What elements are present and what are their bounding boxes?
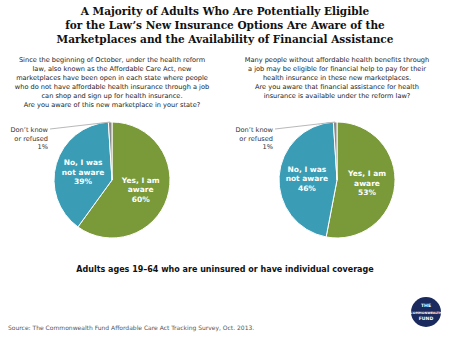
slice-label: Don’t knowor refused1% — [11, 126, 49, 151]
slice-label-line: aware — [354, 179, 380, 188]
slice-label-line: Yes, I am — [347, 169, 386, 178]
slice-label-line: aware — [128, 185, 154, 194]
pie-slice — [108, 122, 112, 180]
slice-label: Don’t knowor refused1% — [236, 126, 274, 151]
data-label: 1% — [263, 143, 273, 151]
logo-text: COMMONWEALTH — [410, 311, 442, 315]
slice-label-line: No, I was — [288, 165, 327, 174]
question-line: Many people without affordable health be… — [245, 56, 429, 64]
data-label: 46% — [298, 184, 316, 193]
pie — [54, 122, 170, 238]
slice-label-line: Don’t know — [236, 126, 274, 134]
data-label: 39% — [74, 177, 92, 186]
logo-text: FUND — [419, 316, 434, 321]
slice-label-line: or refused — [239, 135, 273, 143]
title-line: for the Law’s New Insurance Options Are … — [65, 19, 385, 31]
source: Source: The Commonwealth Fund Affordable… — [8, 324, 254, 332]
pie-slice — [54, 122, 112, 227]
question-line: marketplaces have been open in each stat… — [16, 74, 208, 82]
leader-line — [275, 122, 335, 129]
pie-slice — [333, 122, 337, 180]
question-line: Are you aware that financial assistance … — [255, 83, 419, 91]
data-label: 53% — [358, 188, 376, 197]
logo — [411, 297, 441, 327]
subtitle: Adults ages 19–64 who are uninsured or h… — [76, 265, 374, 274]
question-line: can shop and sign up for health insuranc… — [41, 92, 182, 100]
question-line: health insurance in these new marketplac… — [263, 74, 411, 82]
data-label: 1% — [38, 143, 48, 151]
question-line: Are you aware of this new marketplace in… — [24, 101, 201, 109]
leader-line — [50, 122, 110, 129]
data-label: 60% — [132, 195, 150, 204]
question-line: a job may be eligible for financial help… — [248, 65, 426, 73]
title: A Majority of Adults Who Are Potentially… — [57, 5, 394, 45]
question-line: Since the beginning of October, under th… — [19, 56, 205, 64]
question-line: law, also known as the Affordable Care A… — [33, 65, 193, 73]
slice-label-line: Yes, I am — [121, 176, 160, 185]
question: Many people without affordable health be… — [245, 56, 429, 100]
question: Since the beginning of October, under th… — [15, 56, 209, 109]
question-line: who do not have affordable health insura… — [15, 83, 209, 91]
title-line: Marketplaces and the Availability of Fin… — [57, 33, 394, 45]
title-line: A Majority of Adults Who Are Potentially… — [80, 5, 370, 17]
question-line: insurance is available under the reform … — [264, 92, 411, 100]
chart: A Majority of Adults Who Are Potentially… — [0, 0, 450, 338]
logo-text: THE — [421, 303, 431, 308]
slice-label-line: or refused — [14, 135, 48, 143]
slice-label: Yes, I amaware60% — [121, 176, 160, 204]
slice-label: No, I wasnot aware39% — [62, 158, 105, 186]
slice-label: Yes, I amaware53% — [347, 169, 386, 197]
slice-label-line: not aware — [286, 174, 329, 183]
slice-label-line: No, I was — [64, 158, 103, 167]
slice-label-line: Don’t know — [11, 126, 49, 134]
pie-slice — [279, 122, 337, 237]
slice-label-line: not aware — [62, 168, 105, 177]
slice-label: No, I wasnot aware46% — [286, 165, 329, 193]
pie — [279, 122, 395, 238]
